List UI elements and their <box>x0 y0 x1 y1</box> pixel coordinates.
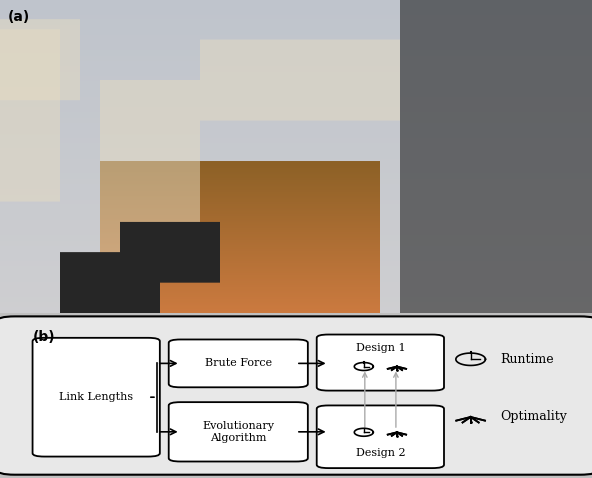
Text: Design 1: Design 1 <box>356 343 405 353</box>
FancyBboxPatch shape <box>0 316 592 475</box>
Text: Design 2: Design 2 <box>356 448 405 458</box>
FancyBboxPatch shape <box>33 338 160 456</box>
Text: Evolutionary
Algorithm: Evolutionary Algorithm <box>202 421 274 443</box>
Text: (b): (b) <box>33 330 55 344</box>
Text: Optimality: Optimality <box>500 411 567 424</box>
FancyBboxPatch shape <box>169 339 308 387</box>
FancyBboxPatch shape <box>317 405 444 468</box>
FancyBboxPatch shape <box>317 335 444 391</box>
Text: Link Lengths: Link Lengths <box>59 392 133 402</box>
Text: Brute Force: Brute Force <box>205 358 272 369</box>
Text: (a): (a) <box>8 10 30 24</box>
FancyBboxPatch shape <box>169 402 308 462</box>
Text: Runtime: Runtime <box>500 353 554 366</box>
